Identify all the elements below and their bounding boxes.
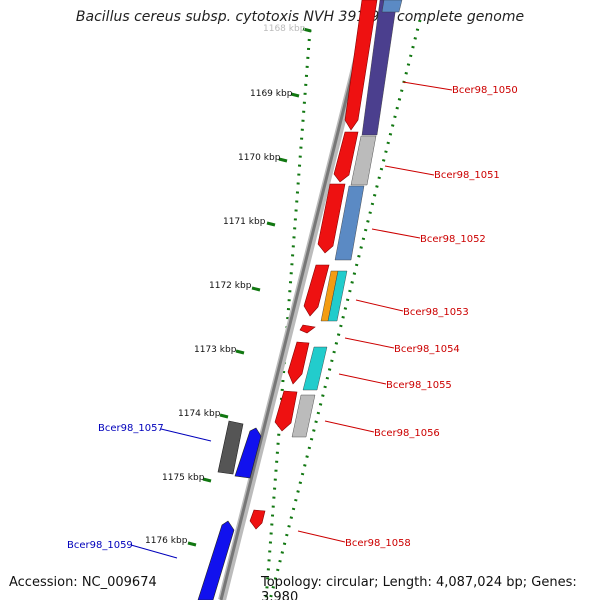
forward-strand-genes (249, 0, 378, 530)
kbp-tick-marks (187, 27, 312, 547)
cog-bar-1053b (327, 270, 348, 322)
gene-1050-arrow[interactable] (344, 0, 378, 131)
tick-label-1174: 1174 kbp (178, 409, 221, 419)
tick-label-1168: 1168 kbp (263, 24, 306, 34)
gene-label-1051[interactable]: Bcer98_1051 (434, 170, 500, 181)
gene-label-1059[interactable]: Bcer98_1059 (67, 540, 133, 551)
cog-bar-1050-top (381, 0, 403, 13)
tick-label-1175: 1175 kbp (162, 473, 205, 483)
cog-bar-1056 (291, 394, 316, 438)
gene-1059-arrow[interactable] (197, 520, 235, 600)
tick-label-1173: 1173 kbp (194, 345, 237, 355)
gene-label-1052[interactable]: Bcer98_1052 (420, 234, 486, 245)
gene-1055-arrow[interactable] (287, 341, 310, 385)
accession-text: Accession: NC_009674 (9, 575, 157, 590)
gene-1057-arrow[interactable] (234, 427, 262, 479)
gene-1058-arrow[interactable] (249, 509, 266, 530)
gene-label-1056[interactable]: Bcer98_1056 (374, 428, 440, 439)
inner-tick-track (268, 19, 422, 600)
gene-label-1058[interactable]: Bcer98_1058 (345, 538, 411, 549)
gene-1052-arrow[interactable] (317, 183, 346, 254)
tick-label-1170: 1170 kbp (238, 153, 281, 163)
cog-bar-1050 (361, 0, 398, 136)
map-title: Bacillus cereus subsp. cytotoxis NVH 391… (75, 9, 525, 25)
cog-bar-1051 (350, 135, 377, 186)
tick-label-1172: 1172 kbp (209, 281, 252, 291)
gene-label-1053[interactable]: Bcer98_1053 (403, 307, 469, 318)
outer-tick-track (264, 29, 312, 600)
cog-bar-1055 (302, 346, 328, 391)
gene-leader-lines (130, 81, 453, 559)
cog-bar-1052 (334, 185, 365, 261)
gene-1056-arrow[interactable] (274, 390, 298, 432)
gene-1054-arrow[interactable] (299, 324, 316, 334)
tick-label-1169: 1169 kbp (250, 89, 293, 99)
gene-1051-arrow[interactable] (333, 131, 359, 183)
gene-label-1050[interactable]: Bcer98_1050 (452, 85, 518, 96)
gene-label-1054[interactable]: Bcer98_1054 (394, 344, 460, 355)
cog-category-bars (291, 0, 403, 438)
tick-label-1171: 1171 kbp (223, 217, 266, 227)
genome-backbone (218, 0, 376, 600)
reverse-strand-genes (197, 420, 262, 600)
genome-summary-text: Topology: circular; Length: 4,087,024 bp… (261, 575, 577, 600)
gene-label-1057[interactable]: Bcer98_1057 (98, 423, 164, 434)
kbp-tick-labels: 1168 kbp 1169 kbp 1170 kbp 1171 kbp 1172… (145, 24, 306, 546)
gene-labels: Bcer98_1050 Bcer98_1051 Bcer98_1052 Bcer… (67, 85, 518, 551)
cog-bar-1057 (217, 420, 244, 475)
tick-label-1176: 1176 kbp (145, 536, 188, 546)
gene-1053-arrow[interactable] (303, 264, 330, 317)
gene-label-1055[interactable]: Bcer98_1055 (386, 380, 452, 391)
